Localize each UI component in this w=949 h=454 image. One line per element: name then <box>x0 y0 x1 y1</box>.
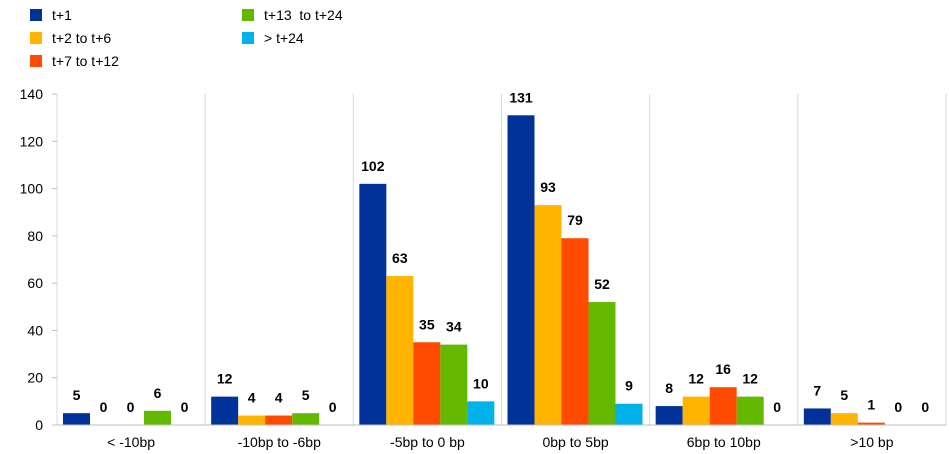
data-label: 79 <box>567 212 583 228</box>
legend-item-t13-t24: t+13 to t+24 <box>242 6 343 24</box>
data-label: 7 <box>813 382 821 398</box>
data-label: 5 <box>840 387 848 403</box>
data-label: 6 <box>154 385 162 401</box>
data-label: 12 <box>688 371 704 387</box>
legend-swatch <box>30 32 42 44</box>
data-label: 131 <box>509 89 533 105</box>
y-tick-label: 120 <box>20 133 44 149</box>
legend-item-t2-t6: t+2 to t+6 <box>30 29 111 47</box>
data-label: 102 <box>361 158 385 174</box>
data-label: 63 <box>392 250 408 266</box>
bar <box>144 410 171 425</box>
legend-swatch <box>30 55 42 67</box>
data-label: 10 <box>473 375 489 391</box>
bar <box>467 401 495 425</box>
data-label: 8 <box>665 380 673 396</box>
data-label: 5 <box>73 387 81 403</box>
legend-item-over-t24: > t+24 <box>242 29 304 47</box>
bar <box>615 403 643 425</box>
legend: t+1 t+2 to t+6 t+7 to t+12 t+13 to t+24 … <box>30 6 450 72</box>
data-label: 52 <box>594 276 610 292</box>
bar <box>440 344 468 425</box>
x-tick-label: 6bp to 10bp <box>687 434 761 450</box>
bar <box>507 115 535 426</box>
bar <box>655 406 683 425</box>
y-tick-label: 60 <box>27 275 43 291</box>
bar <box>413 342 441 425</box>
bar <box>857 422 885 425</box>
bar <box>211 396 239 425</box>
bar <box>588 302 616 425</box>
bar <box>709 387 737 425</box>
legend-label: t+7 to t+12 <box>52 53 119 69</box>
data-label: 4 <box>275 390 283 406</box>
y-tick-label: 140 <box>20 86 44 102</box>
bar <box>736 396 764 425</box>
data-label: 5 <box>302 387 310 403</box>
x-tick-label: >10 bp <box>850 434 893 450</box>
y-tick-label: 100 <box>20 181 44 197</box>
data-label: 1 <box>867 397 875 413</box>
data-label: 0 <box>773 399 781 415</box>
x-tick-label: -10bp to -6bp <box>238 434 321 450</box>
x-tick-label: 0bp to 5bp <box>542 434 608 450</box>
legend-label: t+13 to t+24 <box>264 7 343 23</box>
data-label: 0 <box>921 399 929 415</box>
data-label: 0 <box>894 399 902 415</box>
y-tick-label: 80 <box>27 228 43 244</box>
bar <box>830 413 858 425</box>
data-label: 12 <box>217 371 233 387</box>
y-tick-label: 20 <box>27 370 43 386</box>
data-label: 0 <box>329 399 337 415</box>
data-label: 4 <box>248 390 256 406</box>
x-tick-label: -5bp to 0 bp <box>390 434 465 450</box>
bar <box>63 413 90 425</box>
bar <box>386 276 414 425</box>
legend-swatch <box>242 32 254 44</box>
bar <box>561 238 589 425</box>
data-label: 9 <box>625 378 633 394</box>
legend-swatch <box>242 9 254 21</box>
data-label: 34 <box>446 319 462 335</box>
data-label: 0 <box>127 399 135 415</box>
legend-item-t1: t+1 <box>30 6 72 24</box>
data-label: 16 <box>715 361 731 377</box>
x-tick-label: < -10bp <box>107 434 155 450</box>
legend-label: t+1 <box>52 7 72 23</box>
bar <box>265 415 293 425</box>
bar <box>534 205 562 425</box>
y-tick-label: 0 <box>35 417 43 433</box>
y-tick-label: 40 <box>27 322 43 338</box>
bar <box>238 415 266 425</box>
legend-swatch <box>30 9 42 21</box>
bar <box>359 183 387 425</box>
data-label: 0 <box>100 399 108 415</box>
legend-label: > t+24 <box>264 30 304 46</box>
data-label: 93 <box>540 179 556 195</box>
bar <box>682 396 710 425</box>
data-label: 0 <box>181 399 189 415</box>
data-label: 35 <box>419 316 435 332</box>
bar <box>803 408 831 425</box>
bar <box>292 413 320 425</box>
legend-label: t+2 to t+6 <box>52 30 112 46</box>
legend-item-t7-t12: t+7 to t+12 <box>30 52 119 70</box>
data-label: 12 <box>742 371 758 387</box>
